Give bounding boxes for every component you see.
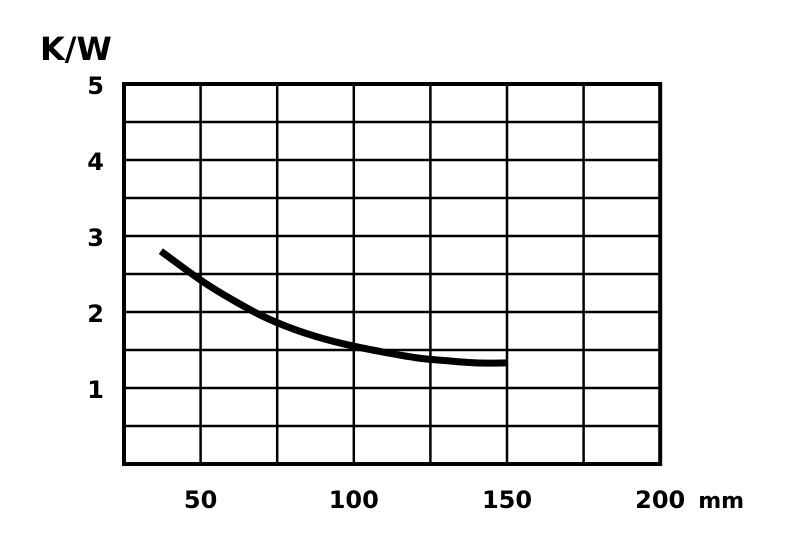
y-tick-label: 5 — [87, 72, 104, 100]
data-series — [158, 248, 508, 367]
series-line — [158, 248, 508, 367]
x-tick-label: 100 — [329, 486, 379, 514]
x-tick-label: 50 — [184, 486, 217, 514]
y-axis-label: K/W — [40, 30, 112, 68]
x-tick-label: 150 — [482, 486, 532, 514]
y-tick-label: 1 — [87, 376, 104, 404]
y-tick-label: 4 — [87, 148, 104, 176]
x-axis-unit: mm — [698, 489, 744, 514]
x-tick-labels: 50 100 150 200 mm — [184, 486, 744, 514]
x-tick-label: 200 — [635, 486, 685, 514]
y-tick-label: 2 — [87, 300, 104, 328]
y-tick-label: 3 — [87, 224, 104, 252]
grid — [122, 82, 663, 466]
y-tick-labels: 1 2 3 4 5 — [87, 72, 104, 404]
